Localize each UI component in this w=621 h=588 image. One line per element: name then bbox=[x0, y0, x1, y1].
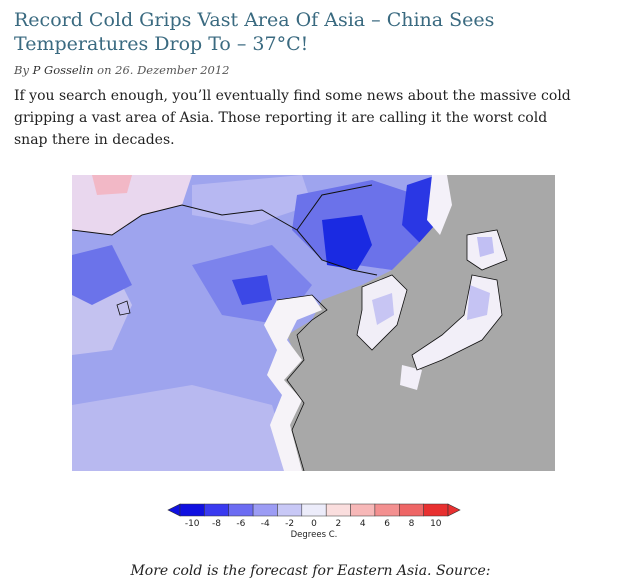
legend-unit-label: Degrees C. bbox=[291, 530, 338, 540]
anomaly-patch-normal-s bbox=[72, 385, 292, 471]
legend-tick-label: -10 bbox=[185, 519, 200, 529]
anomaly-patch-normal-c bbox=[192, 175, 312, 225]
legend-swatch bbox=[423, 503, 449, 517]
author-link[interactable]: P Gosselin bbox=[32, 63, 94, 77]
japan-kyushu bbox=[400, 365, 422, 390]
korea-coastline bbox=[356, 274, 408, 351]
legend-tick-label: 0 bbox=[311, 519, 317, 529]
byline: By P Gosselin on 26. Dezember 2012 bbox=[14, 63, 229, 77]
legend-tick-label: 10 bbox=[430, 519, 442, 529]
legend-tick-label: 2 bbox=[335, 519, 341, 529]
legend-tick-label: -8 bbox=[212, 519, 221, 529]
legend-swatch bbox=[179, 503, 205, 517]
legend-tick-label: 6 bbox=[384, 519, 390, 529]
legend-swatch bbox=[301, 503, 327, 517]
korea-cold-patch bbox=[372, 293, 394, 325]
anomaly-core-cold-main bbox=[322, 215, 372, 270]
intro-paragraph: If you search enough, you’ll eventually … bbox=[14, 88, 571, 148]
legend-tick-label: 4 bbox=[360, 519, 366, 529]
border-line bbox=[72, 184, 378, 276]
sakhalin bbox=[427, 175, 452, 235]
coastal-band-china bbox=[264, 295, 322, 471]
legend-swatch bbox=[399, 503, 424, 517]
legend-tick-label: -6 bbox=[236, 519, 245, 529]
legend-tick-label: -4 bbox=[261, 519, 270, 529]
anomaly-core-cold-c2 bbox=[232, 275, 272, 305]
byline-prefix: By bbox=[14, 63, 29, 77]
post-date: 26. Dezember 2012 bbox=[115, 63, 230, 77]
legend-swatch bbox=[374, 503, 400, 517]
japan-hokkaido-cold bbox=[477, 237, 494, 257]
map-caption: More cold is the forecast for Eastern As… bbox=[130, 563, 491, 579]
article-title[interactable]: Record Cold Grips Vast Area Of Asia – Ch… bbox=[14, 9, 495, 55]
legend-swatch bbox=[277, 503, 303, 517]
legend-tick-label: -2 bbox=[285, 519, 294, 529]
legend-tick-label: 8 bbox=[409, 519, 415, 529]
temperature-anomaly-map bbox=[72, 175, 555, 471]
date-prefix: on bbox=[97, 63, 112, 77]
coastline bbox=[276, 294, 328, 471]
anomaly-core-cold-w bbox=[72, 245, 132, 305]
anomaly-patch-warm-n bbox=[92, 175, 132, 195]
temperature-legend: -10 -8 -6 -4 -2 0 2 4 6 8 10 Degrees C. bbox=[166, 500, 462, 542]
legend-swatch bbox=[350, 503, 376, 517]
legend-arrow-high bbox=[447, 503, 461, 517]
japan-honshu-cold bbox=[467, 285, 490, 320]
lake-outline bbox=[116, 300, 131, 316]
legend-arrow-low bbox=[167, 503, 181, 517]
japan-coastline bbox=[411, 229, 508, 371]
legend-swatch bbox=[204, 503, 229, 517]
legend-swatch bbox=[228, 503, 254, 517]
legend-swatch bbox=[325, 503, 351, 517]
legend-swatch bbox=[252, 503, 278, 517]
